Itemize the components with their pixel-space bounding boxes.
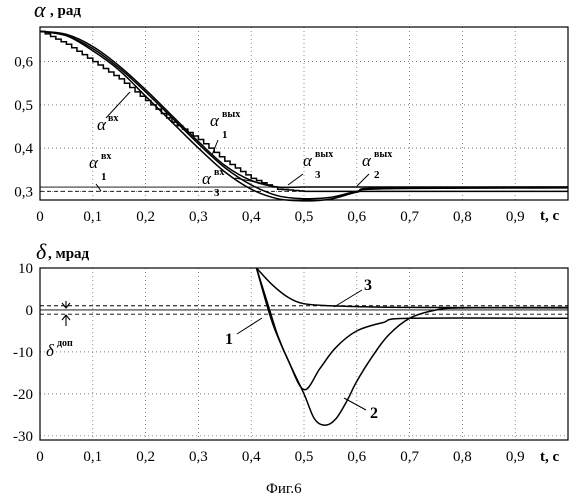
y-tick-label: -30 [13,429,33,445]
leader-line [288,174,303,185]
annot-curve-2: 2 [344,398,378,422]
annot-sup: вых [222,109,240,120]
annot-sup: вх [101,151,111,162]
top-y-tick-labels: 0,3 0,4 0,5 0,6 [14,55,33,201]
top-x-tick-labels: 0 0,1 0,2 0,3 0,4 0,5 0,6 0,7 0,8 0,9 [36,209,524,225]
top-y-label-symbol: α [34,0,46,22]
bottom-series [256,268,568,425]
annot-text: 1 [225,331,233,348]
annot-base: α [89,153,99,172]
x-tick-label: 0,3 [189,209,208,225]
x-tick-label: 0,1 [83,209,102,225]
x-tick-label: 0,5 [295,209,314,225]
annot-base: δ [46,341,55,360]
y-tick-label: 10 [18,261,33,277]
annot-curve-3: 3 [334,277,372,307]
y-tick-label: 0,3 [14,184,33,200]
top-y-label-unit: , рад [50,3,81,19]
x-tick-label: 0,5 [295,449,314,465]
annot-sup: вх [108,113,118,124]
x-tick-label: 0,8 [453,449,472,465]
annot-base: α [202,169,212,188]
x-tick-label: 0,1 [83,449,102,465]
bottom-grid [40,268,568,440]
annot-sup: вх [214,167,224,178]
annot-sub: 2 [374,169,380,181]
annot-sub: 1 [222,129,228,141]
annot-base: α [210,111,220,130]
annot-base: α [303,151,313,170]
leader-line [334,290,362,307]
bottom-y-label-unit: , мрад [48,246,90,262]
x-tick-label: 0,2 [136,449,155,465]
x-tick-label: 0,3 [189,449,208,465]
annot-base: α [362,151,372,170]
y-tick-label: -20 [13,387,33,403]
leader-line [344,398,366,410]
annot-base: α [97,115,107,134]
leader-line [96,184,101,191]
bottom-chart: 0 0,1 0,2 0,3 0,4 0,5 0,6 0,7 0,8 0,9 -30 -20 -10 0 1… [13,239,568,465]
annot-text: 2 [370,405,378,422]
annot-sup: вых [315,149,333,160]
annot-alpha-in: α вх [97,92,130,134]
arrow-down-icon [62,301,70,308]
x-tick-label: 0 [36,449,44,465]
series-line [256,268,568,390]
annot-alpha1-in: α вх 1 [89,151,111,191]
x-tick-label: 0,7 [400,449,419,465]
leader-line [237,318,262,334]
annot-sup: доп [57,338,73,349]
y-tick-label: -10 [13,345,33,361]
annot-sub: 1 [101,171,107,183]
y-tick-label: 0,5 [14,98,33,114]
x-tick-label: 0,4 [242,209,261,225]
top-chart: 00,10,20,30,40,50,60,70,80,9 0,30,40,50,… [14,0,568,225]
x-tick-label: 0,2 [136,209,155,225]
series-line [256,268,568,308]
annot-sup: вых [374,149,392,160]
annot-alpha3-out: α вых 3 [288,149,333,185]
x-tick-label: 0,9 [506,209,525,225]
annot-alpha2-out: α вых 2 [357,149,392,186]
bottom-x-label: t, c [540,449,559,465]
annot-alpha1-out: α вых 1 [210,109,240,155]
annot-sub: 3 [214,187,220,199]
x-tick-label: 0,7 [400,209,419,225]
annot-text: 3 [364,277,372,294]
annot-sub: 3 [315,169,321,181]
annot-curve-1: 1 [225,318,262,348]
leader-line [357,174,369,186]
x-tick-label: 0,9 [506,449,525,465]
bottom-y-label-symbol: δ [36,239,47,264]
top-x-label: t, c [540,208,559,224]
y-tick-label: 0 [26,303,34,319]
top-plot-frame [40,27,568,200]
x-tick-label: 0,6 [347,449,366,465]
series-line [256,268,568,425]
x-tick-label: 0,4 [242,449,261,465]
x-tick-label: 0,6 [347,209,366,225]
x-tick-label: 0 [36,209,44,225]
bottom-y-tick-labels: -30 -20 -10 0 10 [13,261,33,445]
y-tick-label: 0,4 [14,141,33,157]
top-grid [40,27,568,200]
bottom-plot-frame [40,268,568,440]
x-tick-label: 0,8 [453,209,472,225]
y-tick-label: 0,6 [14,55,33,71]
bottom-x-tick-labels: 0 0,1 0,2 0,3 0,4 0,5 0,6 0,7 0,8 0,9 [36,449,524,465]
figure-caption: Фиг.6 [266,481,302,497]
arrow-up-icon [62,315,70,326]
